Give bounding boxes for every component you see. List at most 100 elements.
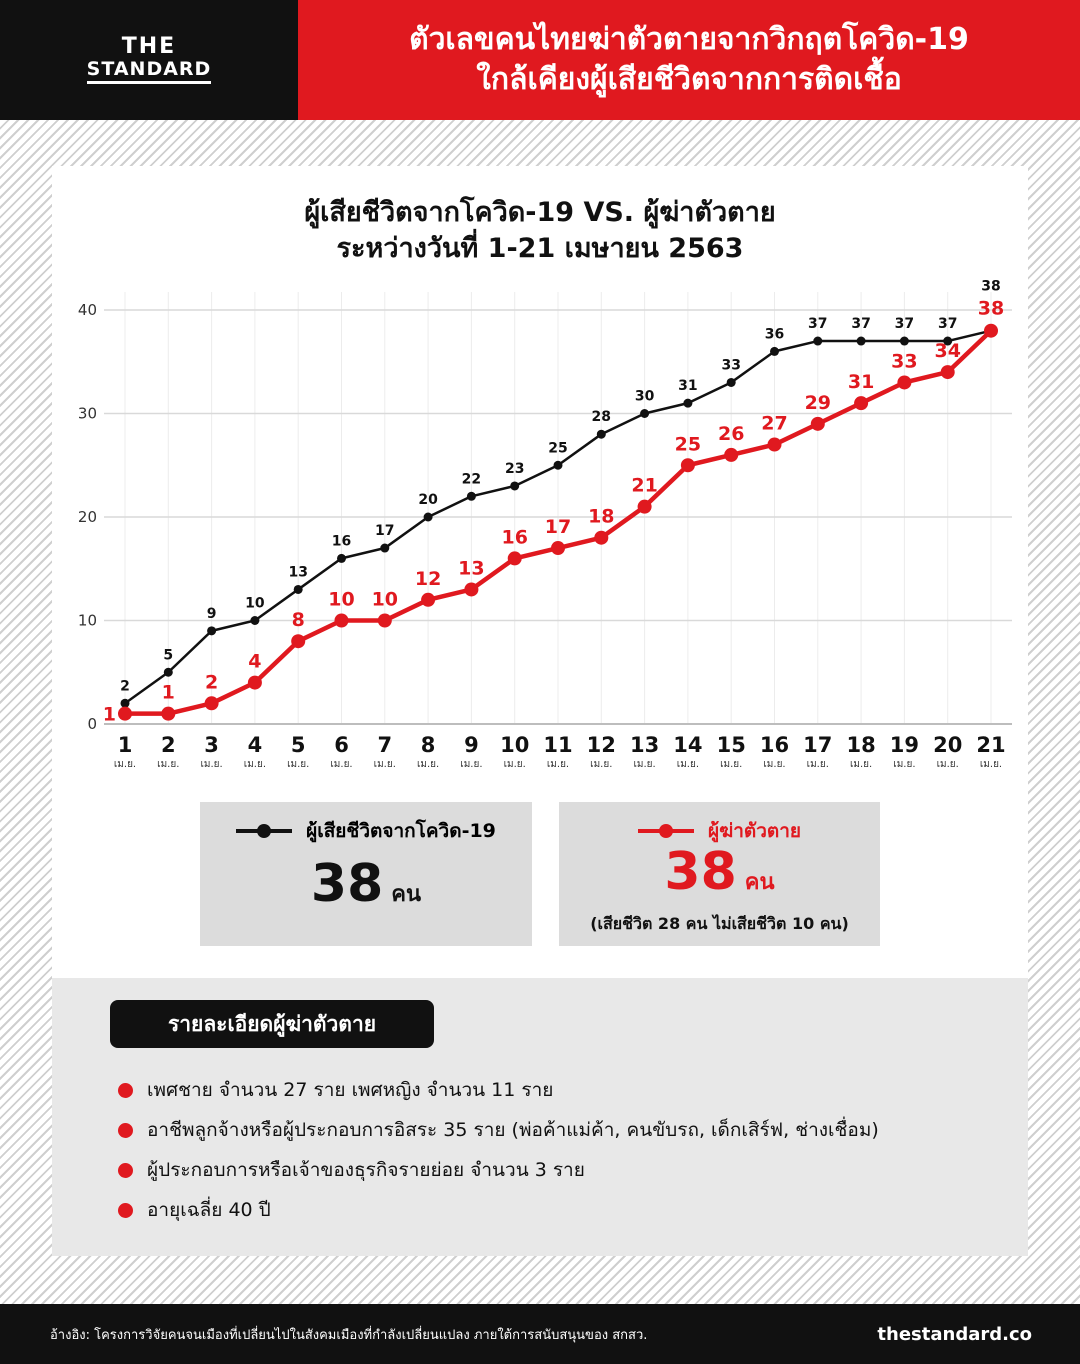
- x-tick-sublabel: เม.ย.: [244, 759, 266, 770]
- legend-covid-label: ผู้เสียชีวิตจากโควิด-19: [306, 820, 496, 842]
- covid-data-label: 37: [851, 316, 870, 332]
- suicide-data-label: 25: [675, 433, 701, 455]
- x-tick-label: 1: [118, 733, 133, 757]
- x-tick-label: 2: [161, 733, 176, 757]
- header: THE STANDARD ตัวเลขคนไทยฆ่าตัวตายจากวิกฤ…: [0, 0, 1080, 120]
- suicide-data-label: 26: [718, 423, 744, 445]
- legend-suicide-value: 38: [664, 842, 737, 902]
- legend-covid-unit: คน: [391, 882, 422, 907]
- x-tick-label: 21: [976, 733, 1005, 757]
- x-tick-label: 20: [933, 733, 962, 757]
- suicide-data-label: 12: [415, 568, 441, 590]
- legend-suicide-line-icon: [637, 824, 694, 838]
- x-tick-label: 6: [334, 733, 349, 757]
- bullet-icon: [118, 1082, 133, 1098]
- x-tick-label: 3: [204, 733, 219, 757]
- x-tick-sublabel: เม.ย.: [417, 759, 439, 770]
- legend-covid-line-icon: [236, 824, 293, 838]
- suicide-data-label: 16: [501, 526, 527, 548]
- y-tick-label: 40: [78, 301, 97, 319]
- suicide-data-point: [810, 416, 825, 431]
- footer-site-link[interactable]: thestandard.co: [877, 1323, 1032, 1345]
- covid-data-label: 28: [592, 409, 611, 425]
- list-item-text: เพศชาย จำนวน 27 ราย เพศหญิง จำนวน 11 ราย: [147, 1079, 554, 1101]
- covid-data-label: 37: [895, 316, 914, 332]
- footer-source: อ้างอิง: โครงการวิจัยคนจนเมืองที่เปลี่ยน…: [50, 1327, 648, 1343]
- x-tick-label: 17: [803, 733, 832, 757]
- suicide-data-point: [161, 706, 176, 721]
- x-tick-sublabel: เม.ย.: [287, 759, 309, 770]
- list-item-text: ผู้ประกอบการหรือเจ้าของธุรกิจรายย่อย จำน…: [147, 1159, 585, 1181]
- covid-data-point: [943, 336, 953, 346]
- x-tick-label: 12: [587, 733, 616, 757]
- suicide-data-point: [854, 396, 869, 411]
- x-tick-sublabel: เม.ย.: [893, 759, 915, 770]
- covid-data-point: [770, 346, 779, 356]
- legend-suicide-label: ผู้ฆ่าตัวตาย: [707, 820, 802, 842]
- covid-data-label: 16: [332, 533, 351, 549]
- covid-data-point: [553, 460, 563, 470]
- suicide-data-point: [334, 613, 349, 628]
- legend-covid-value: 38: [310, 854, 384, 914]
- suicide-data-label: 1: [103, 704, 116, 726]
- covid-data-label: 36: [765, 326, 784, 342]
- y-tick-label: 30: [78, 405, 97, 423]
- list-item-text: อายุเฉลี่ย 40 ปี: [147, 1199, 271, 1221]
- chart-title: ผู้เสียชีวิตจากโควิด-19 VS. ผู้ฆ่าตัวตาย…: [0, 195, 1080, 267]
- x-tick-label: 7: [377, 733, 392, 757]
- covid-data-point: [466, 491, 476, 501]
- covid-data-label: 33: [721, 357, 740, 373]
- bullet-icon: [118, 1202, 133, 1218]
- covid-data-point: [813, 336, 823, 346]
- legend-suicide-note: (เสียชีวิต 28 คน ไม่เสียชีวิต 10 คน): [590, 914, 849, 933]
- covid-data-point: [250, 616, 260, 625]
- x-tick-label: 10: [500, 733, 529, 757]
- covid-data-label: 17: [375, 523, 394, 539]
- x-tick-label: 5: [291, 733, 306, 757]
- covid-data-point: [120, 698, 130, 708]
- chart-title-line-2: ระหว่างวันที่ 1-21 เมษายน 2563: [336, 233, 744, 264]
- suicide-data-point: [594, 530, 609, 545]
- covid-data-label: 2: [120, 678, 130, 694]
- x-tick-label: 4: [248, 733, 263, 757]
- y-tick-label: 20: [78, 508, 97, 526]
- suicide-data-point: [551, 541, 565, 556]
- legend-covid-total: 38 คน: [200, 854, 532, 914]
- covid-data-label: 37: [938, 316, 957, 332]
- suicide-data-point: [767, 437, 782, 452]
- suicide-data-label: 17: [545, 516, 571, 538]
- suicide-data-label: 1: [162, 682, 175, 704]
- suicide-data-point: [507, 551, 522, 566]
- headline-line-1: ตัวเลขคนไทยฆ่าตัวตายจากวิกฤตโควิด-19: [409, 22, 969, 57]
- covid-data-point: [726, 377, 736, 387]
- list-item: เพศชาย จำนวน 27 ราย เพศหญิง จำนวน 11 ราย: [118, 1070, 879, 1110]
- suicide-data-point: [897, 375, 912, 390]
- x-tick-label: 8: [421, 733, 436, 757]
- list-item-text: อาชีพลูกจ้างหรือผู้ประกอบการอิสระ 35 ราย…: [147, 1119, 879, 1141]
- chart-title-line-1: ผู้เสียชีวิตจากโควิด-19 VS. ผู้ฆ่าตัวตาย: [304, 197, 776, 228]
- legend-suicide-header: ผู้ฆ่าตัวตาย: [559, 816, 880, 846]
- covid-data-label: 25: [548, 440, 567, 456]
- x-tick-label: 11: [543, 733, 572, 757]
- x-tick-label: 15: [717, 733, 746, 757]
- x-tick-sublabel: เม.ย.: [677, 759, 699, 770]
- suicide-data-label: 13: [458, 557, 484, 579]
- covid-data-label: 20: [418, 492, 438, 508]
- covid-data-point: [596, 429, 606, 439]
- x-tick-sublabel: เม.ย.: [850, 759, 872, 770]
- legend-covid: ผู้เสียชีวิตจากโควิด-19 38 คน: [200, 802, 532, 946]
- covid-data-label: 9: [207, 606, 217, 622]
- covid-data-label: 13: [288, 564, 307, 580]
- covid-data-point: [683, 398, 693, 408]
- covid-data-label: 30: [635, 389, 655, 405]
- suicide-data-label: 34: [934, 340, 960, 362]
- x-tick-label: 9: [464, 733, 479, 757]
- x-tick-label: 18: [846, 733, 875, 757]
- suicide-data-point: [680, 458, 695, 473]
- covid-data-label: 5: [163, 647, 173, 663]
- suicide-data-label: 18: [588, 506, 614, 528]
- x-tick-label: 19: [890, 733, 919, 757]
- covid-data-point: [423, 512, 433, 522]
- x-tick-sublabel: เม.ย.: [157, 759, 179, 770]
- suicide-data-label: 29: [805, 392, 831, 414]
